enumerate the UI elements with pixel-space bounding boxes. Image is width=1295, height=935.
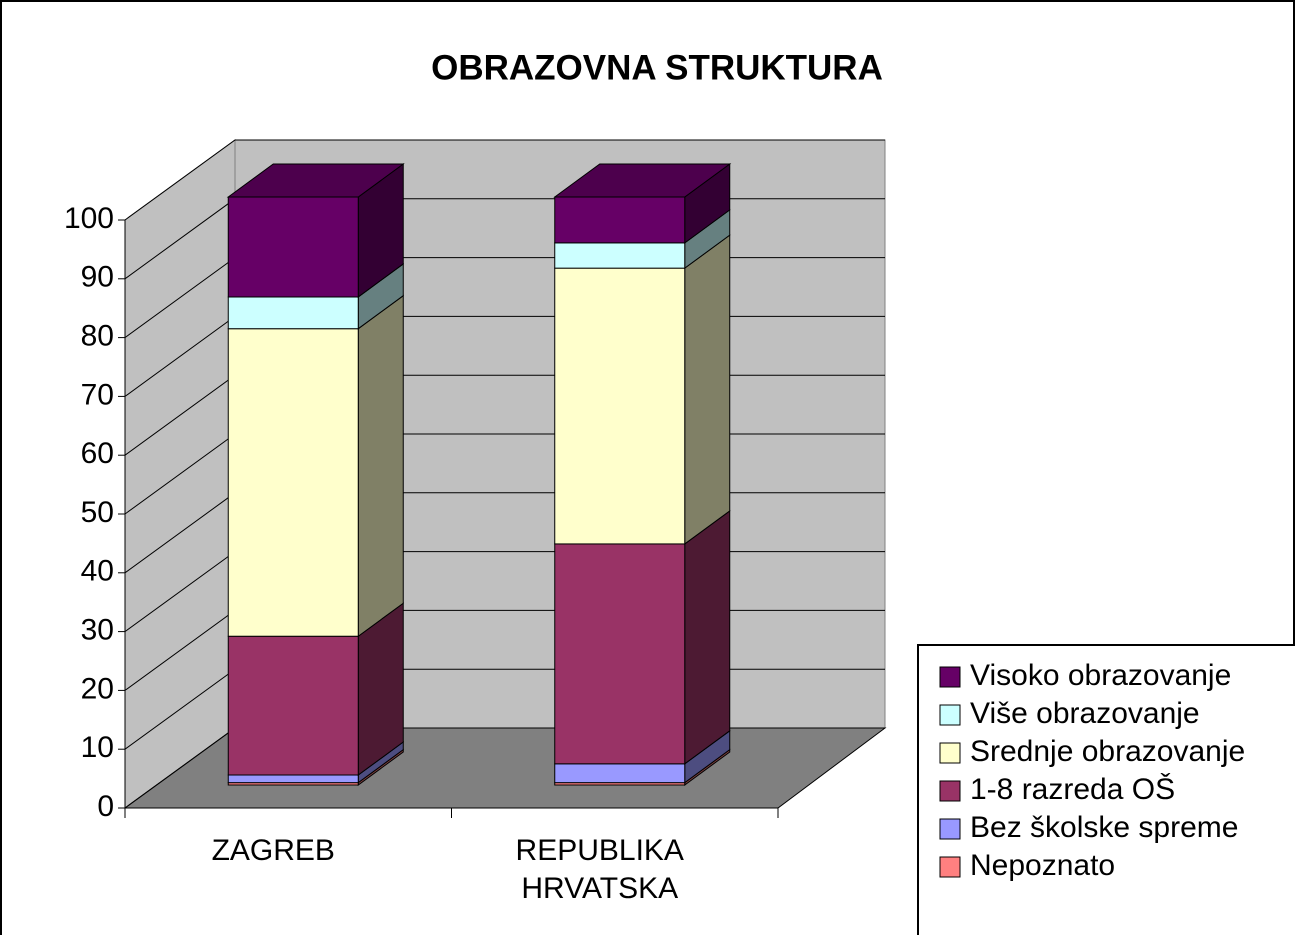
legend-swatch <box>939 818 961 840</box>
bar <box>554 242 686 269</box>
bar-side <box>684 234 731 545</box>
legend-swatch <box>939 704 961 726</box>
legend-label: Srednje obrazovanje <box>970 735 1245 768</box>
bar-top <box>553 163 732 198</box>
y-tick-label: 50 <box>81 496 114 529</box>
legend-label: Bez školske spreme <box>970 811 1238 844</box>
y-tick-label: 80 <box>81 320 114 353</box>
x-tick-label: REPUBLIKA HRVATSKA <box>515 834 684 905</box>
y-tick-label: 100 <box>64 202 114 235</box>
bar <box>227 328 359 637</box>
bar <box>554 196 686 244</box>
legend-swatch <box>939 780 961 802</box>
bar <box>227 296 359 330</box>
y-tick-label: 30 <box>81 614 114 647</box>
bars <box>226 163 732 786</box>
legend-label: 1-8 razreda OŠ <box>970 772 1175 806</box>
y-tick-label: 90 <box>81 261 114 294</box>
bar-side <box>684 509 731 765</box>
bar <box>227 196 359 298</box>
bar <box>554 763 686 784</box>
legend-label: Više obrazovanje <box>970 697 1200 730</box>
bar-side <box>357 294 404 638</box>
legend-entries: Nepoznato Bez školske spreme 1-8 razreda O… <box>939 659 1245 882</box>
legend-swatch <box>939 742 961 764</box>
chart-title: OBRAZOVNA STRUKTURA <box>431 48 883 87</box>
legend-label: Nepoznato <box>970 849 1115 882</box>
y-tick-label: 60 <box>81 437 114 470</box>
y-tick-label: 10 <box>81 731 114 764</box>
legend-label: Visoko obrazovanje <box>970 659 1231 692</box>
bar <box>227 635 359 776</box>
bar <box>227 774 359 784</box>
y-tick-label: 70 <box>81 378 114 411</box>
legend-swatch <box>939 856 961 878</box>
bar <box>554 267 686 545</box>
bar <box>554 543 686 765</box>
bar-top <box>226 163 405 198</box>
legend-swatch <box>939 666 961 688</box>
y-tick-label: 40 <box>81 555 114 588</box>
grid-line <box>124 139 885 221</box>
legend <box>917 644 1295 935</box>
x-tick-label: ZAGREB <box>211 834 335 867</box>
y-tick-label: 0 <box>97 790 114 823</box>
y-tick-label: 20 <box>81 672 114 705</box>
